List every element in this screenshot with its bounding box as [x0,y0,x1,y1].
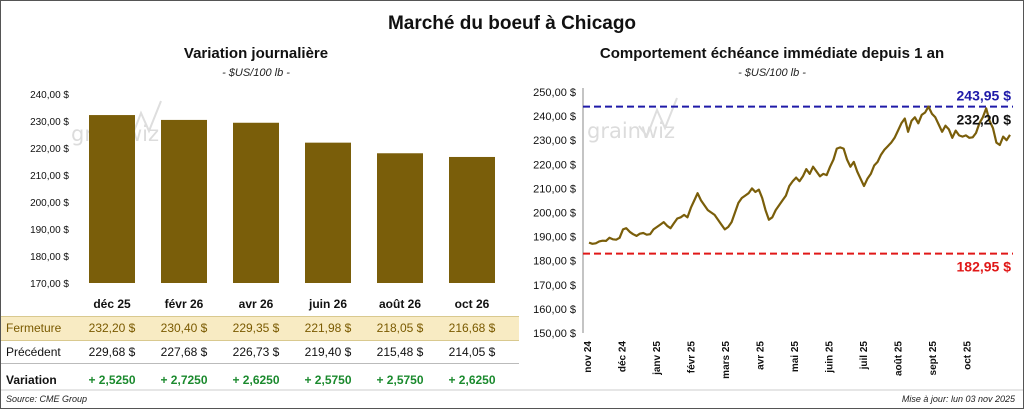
close-value-cell: 229,35 $ [232,321,280,335]
bar-category-label: déc 25 [93,297,131,311]
bar-5 [377,153,423,283]
line-x-tick-label: oct 25 [963,341,974,370]
bar-3 [233,122,279,283]
bar-y-tick-label: 180,00 $ [30,252,69,263]
line-x-tick-label: août 25 [894,341,905,376]
bar-category-label: févr 26 [165,297,204,311]
bar-y-tick-label: 240,00 $ [30,90,69,101]
table-row-close: Fermeture 232,20 $ 230,40 $ 229,35 $ 221,98… [1,316,519,341]
price-series-line [588,105,1011,245]
last-value-label: 232,20 $ [957,112,1012,128]
bar-category-label: avr 26 [239,297,274,311]
line-x-tick-label: sept 25 [928,341,939,376]
line-x-tick-label: janv 25 [652,341,663,376]
line-x-tick-label: mai 25 [790,341,801,373]
close-value-cell: 216,68 $ [448,321,496,335]
variation-value-cell: + 2,5750 [376,373,424,387]
bar-4 [305,142,351,283]
bar-y-tick-label: 230,00 $ [30,117,69,128]
bar-y-tick-label: 220,00 $ [30,144,69,155]
close-value-cell: 230,40 $ [160,321,208,335]
watermark-logo-icon [638,97,678,138]
previous-label: Précédent [6,345,61,359]
min-value-label: 182,95 $ [957,259,1012,275]
line-x-tick-label: nov 24 [583,341,594,373]
line-x-tick-label: juil 25 [859,341,870,371]
table-row-variation: Variation + 2,5250 + 2,7250 + 2,6250 + 2,57… [1,369,519,391]
close-value-cell: 221,98 $ [304,321,352,335]
previous-value-cell: 214,05 $ [448,345,496,359]
variation-value-cell: + 2,7250 [160,373,208,387]
line-y-tick-label: 250,00 $ [533,87,576,99]
bar-category-label: juin 26 [308,297,347,311]
bar-2 [161,119,207,283]
bar-y-tick-label: 210,00 $ [30,171,69,182]
bar-1 [89,115,135,283]
variation-value-cell: + 2,6250 [448,373,496,387]
update-note: Mise à jour: lun 03 nov 2025 [901,394,1015,404]
bar-y-tick-label: 190,00 $ [30,225,69,236]
line-y-tick-label: 210,00 $ [533,183,576,195]
variation-value-cell: + 2,5750 [304,373,352,387]
line-y-tick-label: 230,00 $ [533,135,576,147]
max-value-label: 243,95 $ [957,88,1012,104]
right-chart-subtitle: - $US/100 lb - [738,67,806,79]
line-y-tick-label: 180,00 $ [533,256,576,268]
line-y-tick-label: 240,00 $ [533,111,576,123]
previous-value-cell: 226,73 $ [232,345,280,359]
line-x-tick-label: mars 25 [721,341,732,379]
right-chart-title: Comportement échéance immédiate depuis 1… [599,45,945,62]
page-title: Marché du boeuf à Chicago [387,13,637,34]
variation-value-cell: + 2,6250 [232,373,280,387]
table-row-previous: Précédent 229,68 $ 227,68 $ 226,73 $ 219,40… [1,341,519,364]
close-value-cell: 232,20 $ [88,321,136,335]
previous-value-cell: 227,68 $ [160,345,208,359]
bar-category-label: août 26 [379,297,421,311]
line-x-tick-label: avr 25 [756,341,767,370]
line-x-tick-label: févr 25 [687,341,698,374]
variation-label: Variation [6,373,57,387]
close-label: Fermeture [6,321,62,335]
line-x-tick-label: juin 25 [825,341,836,374]
line-y-tick-label: 160,00 $ [533,304,576,316]
previous-value-cell: 215,48 $ [376,345,424,359]
bar-category-label: oct 26 [455,297,490,311]
watermark-text: grainwiz [587,119,675,143]
line-y-tick-label: 170,00 $ [533,280,576,292]
left-chart-title: Variation journalière [183,45,329,62]
line-y-tick-label: 190,00 $ [533,232,576,244]
variation-value-cell: + 2,5250 [88,373,136,387]
line-x-tick-label: déc 24 [618,341,629,373]
previous-value-cell: 219,40 $ [304,345,352,359]
line-y-tick-label: 200,00 $ [533,208,576,220]
line-y-tick-label: 220,00 $ [533,159,576,171]
source-note: Source: CME Group [6,394,88,404]
left-chart-subtitle: - $US/100 lb - [222,67,290,79]
bar-6 [449,156,495,283]
bar-y-tick-label: 170,00 $ [30,279,69,290]
previous-value-cell: 229,68 $ [88,345,136,359]
line-y-tick-label: 150,00 $ [533,328,576,340]
bar-y-tick-label: 200,00 $ [30,198,69,209]
close-value-cell: 218,05 $ [376,321,424,335]
